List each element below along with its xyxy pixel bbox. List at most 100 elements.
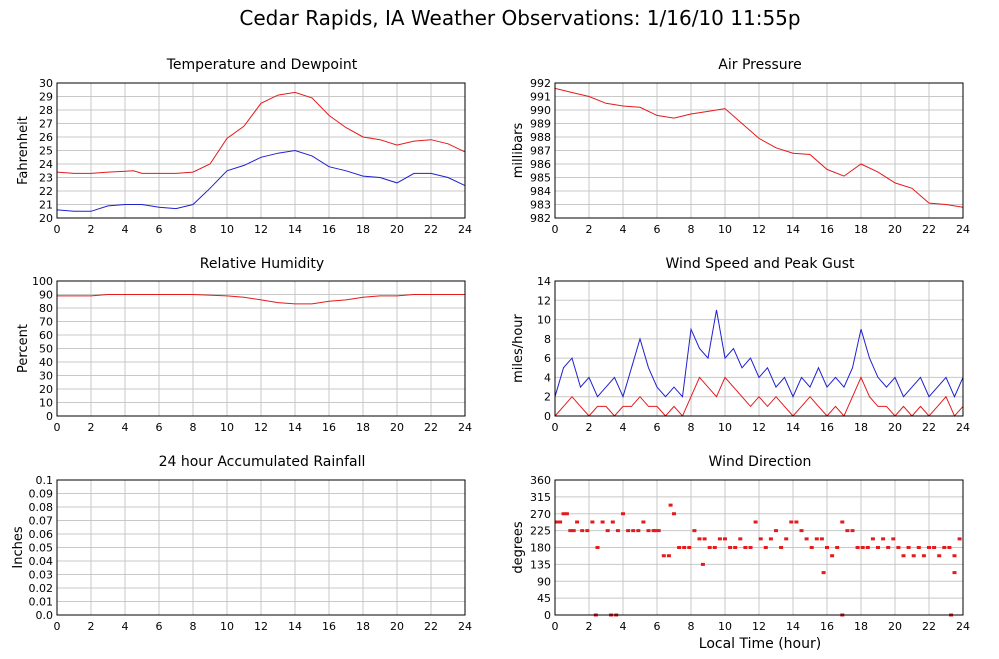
y-tick-label: 20 — [39, 383, 53, 396]
y-tick-label: 315 — [530, 491, 551, 504]
y-tick-label: 10 — [537, 314, 551, 327]
wind-direction-point — [636, 529, 641, 533]
x-tick-label: 22 — [922, 421, 936, 434]
y-axis-label: Fahrenheit — [16, 116, 31, 185]
wind-direction-point — [558, 520, 563, 524]
wind-direction-point — [799, 529, 804, 533]
wind-direction-point — [621, 512, 625, 516]
x-tick-label: 8 — [190, 620, 197, 633]
wind-direction-point — [687, 546, 692, 549]
y-tick-label: 135 — [530, 558, 551, 571]
y-tick-label: 991 — [530, 91, 551, 104]
wind-direction-point — [564, 512, 569, 516]
wind-direction-point — [615, 529, 620, 533]
x-tick-label: 6 — [156, 223, 163, 236]
x-tick-label: 8 — [688, 223, 695, 236]
x-tick-label: 0 — [54, 223, 61, 236]
series-line-2 — [56, 149, 466, 212]
x-tick-label: 12 — [254, 421, 268, 434]
y-tick-label: 0.09 — [29, 488, 54, 501]
x-tick-label: 0 — [552, 421, 559, 434]
wind-direction-point — [952, 554, 957, 558]
wind-direction-point — [733, 546, 738, 549]
wind-direction-point — [906, 546, 911, 549]
wind-direction-point — [881, 537, 886, 541]
x-tick-label: 14 — [786, 620, 800, 633]
wind-direction-point — [855, 546, 860, 549]
wind-direction-point — [860, 546, 865, 549]
x-tick-label: 10 — [718, 421, 732, 434]
x-tick-label: 24 — [458, 620, 472, 633]
wind-direction-point — [942, 546, 947, 549]
wind-direction-point — [821, 571, 826, 575]
x-tick-label: 6 — [654, 620, 661, 633]
wind-direction-point — [768, 537, 773, 541]
wind-direction-point — [748, 546, 753, 549]
wind-direction-point — [697, 537, 702, 541]
x-tick-label: 10 — [718, 620, 732, 633]
x-tick-label: 4 — [122, 223, 129, 236]
x-tick-label: 16 — [820, 421, 834, 434]
x-tick-label: 18 — [356, 223, 370, 236]
wind-direction-point — [921, 554, 926, 558]
y-tick-label: 90 — [39, 289, 53, 302]
y-tick-label: 0.06 — [29, 528, 54, 541]
x-tick-label: 8 — [688, 620, 695, 633]
x-tick-label: 20 — [390, 223, 404, 236]
y-tick-label: 10 — [39, 397, 53, 410]
wind-direction-point — [717, 537, 722, 541]
y-tick-label: 100 — [32, 275, 53, 288]
plot-frame — [554, 82, 964, 219]
x-tick-label: 20 — [390, 421, 404, 434]
y-tick-label: 50 — [39, 343, 53, 356]
wind-direction-point — [668, 503, 673, 507]
x-tick-label: 14 — [288, 223, 302, 236]
x-tick-label: 22 — [424, 620, 438, 633]
series-line-1 — [56, 91, 466, 174]
y-tick-label: 360 — [530, 474, 551, 487]
x-tick-label: 16 — [820, 620, 834, 633]
wind-direction-point — [692, 529, 697, 533]
wind-direction-point — [901, 554, 906, 558]
wind-direction-point — [728, 546, 733, 549]
y-tick-label: 4 — [544, 371, 551, 384]
y-tick-label: 14 — [537, 275, 551, 288]
y-tick-label: 990 — [530, 104, 551, 117]
x-tick-label: 0 — [54, 620, 61, 633]
y-axis-label: miles/hour — [511, 313, 526, 382]
wind-direction-point — [825, 546, 829, 549]
wind-direction-point — [641, 520, 646, 524]
wind-direction-point — [763, 546, 768, 549]
x-tick-label: 14 — [786, 223, 800, 236]
chart-title: Temperature and Dewpoint — [166, 57, 358, 73]
wind-direction-point — [758, 537, 763, 541]
y-tick-label: 0 — [544, 609, 551, 622]
chart-title: Wind Direction — [709, 454, 812, 470]
wind-direction-point — [575, 520, 580, 524]
y-tick-label: 80 — [39, 302, 53, 315]
x-tick-label: 20 — [888, 620, 902, 633]
x-tick-label: 18 — [854, 620, 868, 633]
y-tick-label: 0.1 — [36, 474, 54, 487]
x-tick-label: 18 — [356, 421, 370, 434]
y-tick-label: 26 — [39, 131, 53, 144]
x-tick-label: 22 — [922, 223, 936, 236]
x-tick-label: 6 — [156, 620, 163, 633]
y-tick-label: 29 — [39, 91, 53, 104]
wind-direction-point — [580, 529, 585, 533]
plot-frame — [56, 82, 466, 219]
wind-direction-point — [595, 546, 600, 549]
wind-direction-point — [819, 537, 824, 541]
y-tick-label: 30 — [39, 370, 53, 383]
wind-direction-point — [876, 546, 880, 549]
chart-title: Wind Speed and Peak Gust — [666, 256, 855, 272]
y-tick-label: 22 — [39, 185, 53, 198]
chart-panel-5: 24 hour Accumulated RainfallInches0.00.0… — [11, 454, 472, 633]
y-tick-label: 21 — [39, 199, 53, 212]
x-tick-label: 10 — [718, 223, 732, 236]
page-title: Cedar Rapids, IA Weather Observations: 1… — [239, 6, 800, 30]
wind-direction-point — [571, 529, 576, 533]
wind-direction-point — [845, 529, 850, 533]
wind-direction-point — [743, 546, 748, 549]
y-tick-label: 989 — [530, 118, 551, 131]
